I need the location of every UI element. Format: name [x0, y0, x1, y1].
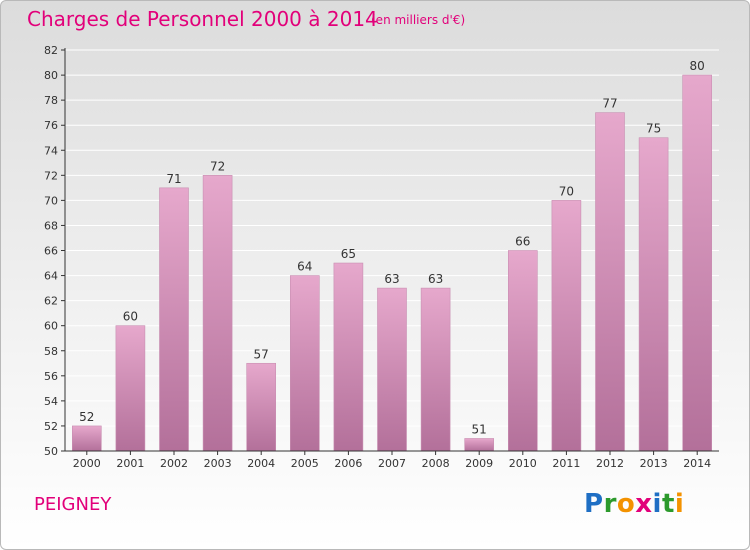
bar-value-label: 63 [384, 272, 399, 286]
y-tick-label: 50 [44, 445, 58, 458]
x-tick-label: 2006 [334, 457, 362, 470]
x-tick-label: 2012 [596, 457, 624, 470]
x-tick-label: 2003 [204, 457, 232, 470]
x-tick-label: 2013 [640, 457, 668, 470]
bar-value-label: 64 [297, 260, 312, 274]
logo-letter: P [584, 489, 604, 519]
bar [551, 200, 582, 452]
data-labels: 52 60 71 72 57 64 65 63 63 51 66 70 77 75 80 [79, 59, 705, 436]
x-tick-label: 2002 [160, 457, 188, 470]
axes: 50 52 54 56 58 60 62 64 66 68 70 72 74 76 78 80 82 2000 20… [44, 44, 719, 470]
bar-value-label: 75 [646, 122, 661, 136]
x-tick-label: 2010 [509, 457, 537, 470]
bar-value-label: 70 [559, 184, 574, 198]
bar-value-label: 51 [472, 422, 487, 436]
x-tick-label: 2009 [465, 457, 493, 470]
bar [289, 275, 320, 452]
logo-letter: r [603, 489, 617, 519]
bar-value-label: 52 [79, 410, 94, 424]
bar-value-label: 71 [166, 172, 181, 186]
bar [595, 112, 625, 452]
x-tick-label: 2011 [552, 457, 580, 470]
x-tick-label: 2008 [422, 457, 450, 470]
x-tick-label: 2005 [291, 457, 319, 470]
x-tick-label: 2000 [73, 457, 101, 470]
y-tick-label: 64 [44, 270, 58, 283]
x-tick-label: 2004 [247, 457, 275, 470]
y-tick-label: 80 [44, 69, 58, 82]
y-tick-label: 62 [44, 295, 58, 308]
bar-value-label: 65 [341, 247, 356, 261]
bar [202, 175, 233, 452]
bars [72, 74, 713, 452]
bar [159, 187, 189, 452]
x-tick-label: 2014 [683, 457, 711, 470]
logo-letter: t [661, 489, 675, 519]
y-tick-label: 58 [44, 345, 58, 358]
bar [464, 438, 495, 452]
bar-value-label: 80 [690, 59, 705, 73]
chart-subtitle: (en milliers d'€) [371, 13, 466, 27]
bar [246, 362, 276, 452]
bar-value-label: 66 [515, 235, 530, 249]
y-tick-label: 66 [44, 245, 58, 258]
bar [420, 287, 451, 452]
logo-letter: x [635, 489, 653, 519]
y-tick-label: 70 [44, 194, 58, 207]
bar-value-label: 72 [210, 159, 225, 173]
y-tick-label: 56 [44, 370, 58, 383]
bar [682, 74, 713, 452]
commune-name: PEIGNEY [34, 494, 112, 515]
x-tick-label: 2007 [378, 457, 406, 470]
bar [72, 425, 102, 452]
logo-letter: o [616, 489, 636, 519]
y-tick-label: 72 [44, 169, 58, 182]
bar [638, 137, 669, 452]
y-tick-label: 68 [44, 219, 58, 232]
y-tick-label: 78 [44, 94, 58, 107]
bar-value-label: 60 [123, 310, 138, 324]
y-tick-label: 52 [44, 420, 58, 433]
y-tick-label: 74 [44, 144, 58, 157]
bar-value-label: 57 [254, 347, 269, 361]
bar [115, 325, 146, 452]
y-tick-label: 54 [44, 395, 58, 408]
logo-letter: i [674, 489, 685, 519]
bar [377, 287, 407, 452]
chart-title: Charges de Personnel 2000 à 2014 [27, 7, 378, 31]
bar-value-label: 63 [428, 272, 443, 286]
y-tick-label: 60 [44, 320, 58, 333]
y-tick-label: 82 [44, 44, 58, 57]
x-tick-label: 2001 [116, 457, 144, 470]
y-tick-label: 76 [44, 119, 58, 132]
proxiti-logo[interactable]: Proxiti [584, 489, 684, 519]
bar [333, 262, 364, 452]
logo-letter: i [652, 489, 662, 519]
bar [507, 250, 538, 452]
bar-value-label: 77 [602, 97, 617, 111]
